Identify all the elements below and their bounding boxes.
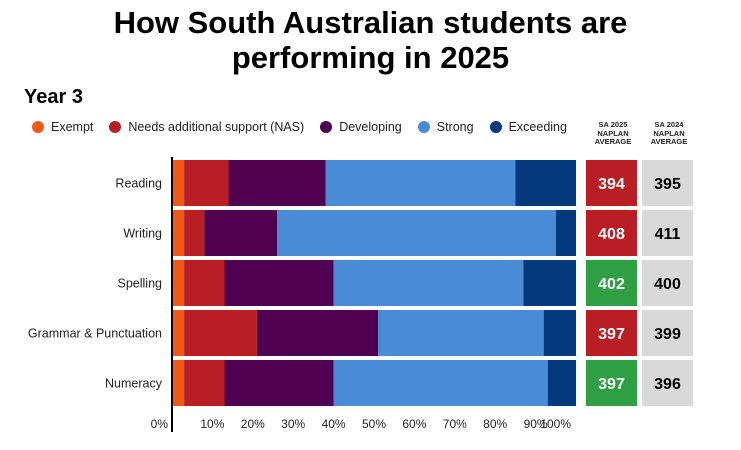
bar-segment (228, 160, 326, 206)
sa-2024-average-value: 396 (654, 376, 681, 393)
sa-2025-average-value: 394 (598, 176, 625, 193)
bar-segment (224, 260, 334, 306)
legend-swatch-developing (320, 121, 333, 133)
sa-2025-header-line-2: NAPLAN (597, 128, 629, 138)
legend: Exempt Needs additional support (NAS) De… (32, 120, 583, 134)
bar-segment (184, 210, 205, 256)
category-label: Grammar & Punctuation (28, 327, 162, 341)
sa-2025-average-value: 408 (598, 226, 625, 243)
sa-2025-average-box (586, 210, 637, 256)
legend-swatch-exempt (32, 121, 44, 133)
bar-segment (555, 210, 576, 256)
category-label: Reading (115, 177, 162, 191)
sa-2024-average-box (642, 310, 693, 356)
category-label: Spelling (118, 277, 163, 291)
sa-2025-header-line-3: AVERAGE (594, 137, 632, 146)
bar-segment (172, 260, 185, 306)
bar-segment (378, 310, 544, 356)
bar-segment (523, 260, 576, 306)
legend-swatch-strong (417, 121, 430, 133)
sa-2025-average-box (586, 260, 637, 306)
sa-2024-average-value: 395 (654, 176, 681, 193)
legend-label-strong: Strong (436, 120, 474, 134)
bar-segment (204, 210, 278, 256)
sa-2024-average-value: 411 (655, 226, 681, 243)
bar-segment (172, 160, 185, 206)
bar-segment (172, 310, 185, 356)
bar-segment (277, 210, 556, 256)
sa-2024-average-value: 399 (654, 326, 681, 343)
legend-item-exempt: Exempt (32, 120, 93, 134)
legend-label-exceeding: Exceeding (508, 120, 567, 134)
chart-title-line-1: How South Australian students are (113, 5, 628, 40)
legend-item-nas: Needs additional support (NAS) (109, 120, 304, 134)
legend-item-strong: Strong (417, 120, 474, 134)
category-label: Numeracy (105, 377, 163, 391)
legend-swatch-nas (109, 121, 122, 133)
sa-2024-header-line-1: SA 2024 (654, 120, 684, 129)
sa-2024-average-box (642, 210, 693, 256)
x-tick-label: 50% (362, 417, 386, 431)
sa-2024-average-box (642, 260, 693, 306)
sa-2025-average-header: SA 2025 NAPLAN AVERAGE (583, 120, 643, 147)
bar-segment (333, 260, 524, 306)
bar-segment (543, 310, 576, 356)
x-tick-label: 100% (540, 417, 571, 431)
sa-2024-header-line-3: AVERAGE (650, 137, 688, 146)
x-tick-label: 10% (200, 417, 224, 431)
sa-2024-header-line-2: NAPLAN (653, 128, 685, 138)
legend-item-developing: Developing (320, 120, 402, 134)
sa-2025-average-box (586, 310, 637, 356)
bar-segment (224, 360, 334, 406)
x-tick-label: 40% (322, 417, 346, 431)
bar-segment (184, 360, 225, 406)
sa-2025-average-value: 402 (598, 276, 625, 293)
x-tick-label: 70% (443, 417, 467, 431)
sa-2025-average-box (586, 160, 637, 206)
legend-label-developing: Developing (339, 120, 402, 134)
bar-segment (325, 160, 516, 206)
sa-2024-average-box (642, 360, 693, 406)
x-tick-label: 80% (483, 417, 507, 431)
legend-item-exceeding: Exceeding (489, 120, 567, 134)
sa-2024-average-value: 400 (654, 276, 681, 293)
legend-swatch-exceeding (489, 121, 502, 133)
bar-segment (515, 160, 576, 206)
legend-label-nas: Needs additional support (NAS) (128, 120, 305, 134)
sa-2024-average-header: SA 2024 NAPLAN AVERAGE (639, 120, 699, 147)
sa-2025-average-value: 397 (598, 376, 625, 393)
bar-segment (184, 310, 257, 356)
legend-label-exempt: Exempt (51, 120, 94, 134)
chart-title-line-2: performing in 2025 (231, 40, 510, 75)
sa-2025-header-line-1: SA 2025 (598, 120, 628, 129)
bar-segment (172, 360, 185, 406)
year-level-label: Year 3 (24, 86, 83, 108)
bar-segment (547, 360, 576, 406)
x-tick-label: 0% (151, 417, 169, 431)
sa-2025-average-box (586, 360, 637, 406)
category-label: Writing (123, 227, 162, 241)
sa-2024-average-box (642, 160, 693, 206)
x-tick-label: 60% (402, 417, 426, 431)
chart-title: How South Australian students are perfor… (0, 5, 741, 75)
bar-segment (184, 260, 225, 306)
x-tick-label: 20% (241, 417, 265, 431)
bar-segment (333, 360, 548, 406)
bar-segment (256, 310, 379, 356)
x-tick-label: 90% (524, 417, 548, 431)
bar-segment (172, 210, 185, 256)
sa-2025-average-value: 397 (598, 326, 625, 343)
x-tick-label: 30% (281, 417, 305, 431)
bar-segment (184, 160, 229, 206)
